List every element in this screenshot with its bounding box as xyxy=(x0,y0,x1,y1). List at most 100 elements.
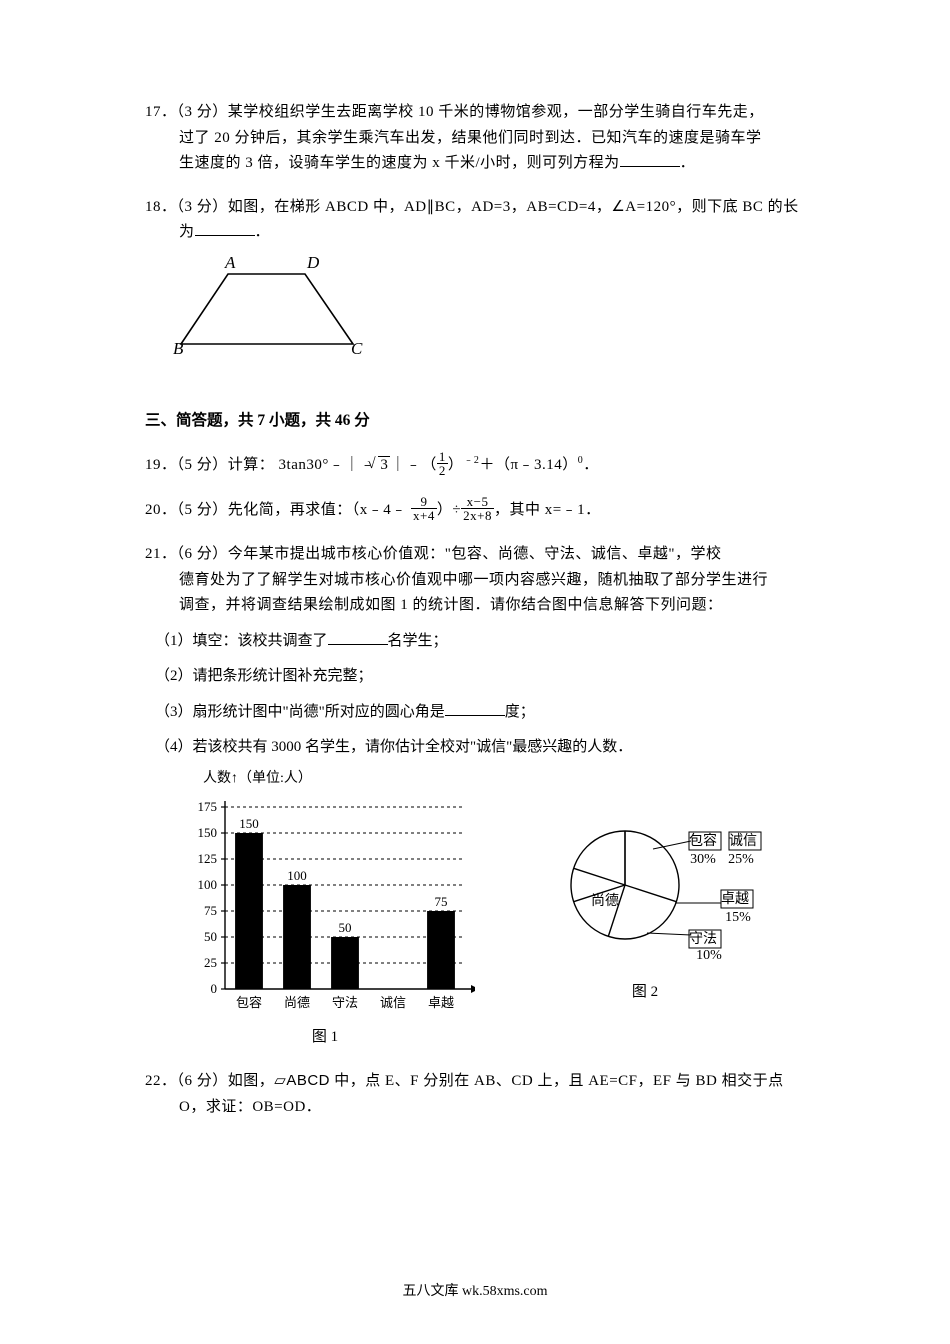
svg-text:75: 75 xyxy=(435,894,448,909)
label-B: B xyxy=(173,339,184,354)
blank-21-1 xyxy=(328,630,388,645)
bar-caption: 图 1 xyxy=(175,1025,475,1051)
q21-s1-pre: （1）填空：该校共调查了 xyxy=(155,633,328,649)
label-A: A xyxy=(224,254,236,272)
q21-s4: （4）若该校共有 3000 名学生，请你估计全校对"诚信"最感兴趣的人数． xyxy=(155,735,805,761)
q22-line2: O，求证：OB=OD． xyxy=(145,1095,805,1121)
svg-text:诚信: 诚信 xyxy=(380,995,406,1010)
blank-18 xyxy=(195,221,255,236)
svg-text:包容: 包容 xyxy=(236,995,262,1010)
section-3-title: 三、简答题，共 7 小题，共 46 分 xyxy=(145,408,805,434)
bar-chart-title: 人数↑（单位:人） xyxy=(175,767,475,791)
q18-line2: 为． xyxy=(145,220,805,246)
bar-chart-wrap: 人数↑（单位:人） 0255075100125150175150包容100尚德5… xyxy=(175,767,475,1050)
q21-line2: 德育处为了了解学生对城市核心价值观中哪一项内容感兴趣，随机抽取了部分学生进行 xyxy=(145,568,805,594)
q20-post: ，其中 x=﹣1． xyxy=(494,502,601,518)
q22-l1b: 中，点 E、F 分别在 AB、CD 上，且 AE=CF，EF 与 BD 相交于点 xyxy=(330,1073,784,1089)
question-18: 18．（3 分）如图，在梯形 ABCD 中，AD∥BC，AD=3，AB=CD=4… xyxy=(145,195,805,364)
svg-text:50: 50 xyxy=(339,920,352,935)
q20-pre: 先化简，再求值：（x﹣4﹣ xyxy=(228,502,407,518)
q21-line1: 21．（6 分）今年某市提出城市核心价值观："包容、尚德、守法、诚信、卓越"，学… xyxy=(145,542,805,568)
q22-num: 22． xyxy=(145,1073,177,1089)
frac-half: 12 xyxy=(437,450,448,477)
svg-text:150: 150 xyxy=(239,816,259,831)
svg-text:25: 25 xyxy=(204,955,217,970)
q18-t2a: 为 xyxy=(179,224,195,240)
q19-pre: 计算： xyxy=(228,457,275,473)
trapezoid-svg: A D B C xyxy=(173,254,373,354)
svg-text:包容: 包容 xyxy=(689,832,717,849)
svg-text:0: 0 xyxy=(211,981,218,996)
q18-t2b: ． xyxy=(255,224,271,240)
q17-t1: 某学校组织学生去距离学校 10 千米的博物馆参观，一部分学生骑自行车先走， xyxy=(228,104,764,120)
bar-chart-svg: 0255075100125150175150包容100尚德50守法诚信75卓越 xyxy=(175,791,475,1021)
parallelogram-symbol: ▱ABCD xyxy=(274,1072,330,1089)
svg-text:75: 75 xyxy=(204,903,217,918)
svg-text:尚德: 尚德 xyxy=(591,893,619,909)
sqrt-3: 3 xyxy=(375,453,390,479)
svg-text:15%: 15% xyxy=(725,910,751,925)
q21-s3-pre: （3）扇形统计图中"尚德"所对应的圆心角是 xyxy=(155,704,445,720)
svg-text:150: 150 xyxy=(198,825,218,840)
q21-s3: （3）扇形统计图中"尚德"所对应的圆心角是 度； xyxy=(155,700,805,726)
svg-text:100: 100 xyxy=(198,877,218,892)
trapezoid-shape xyxy=(181,274,353,344)
pie-chart-svg: 包容诚信 25% 30% 卓越 15% 守法10% 尚德 xyxy=(563,803,763,968)
q20-num: 20． xyxy=(145,502,177,518)
pie-chart: 包容诚信25%30%卓越15%守法10%尚德 xyxy=(563,803,728,968)
q17-t3b: ． xyxy=(680,155,696,171)
q22-l1a: 如图， xyxy=(228,1073,275,1089)
q19-a: 3tan30°﹣ xyxy=(279,457,345,473)
page-footer: 五八文库 wk.58xms.com xyxy=(0,1280,950,1304)
q17-num: 17． xyxy=(145,104,177,120)
q19-text: 19．（5 分）计算： 3tan30°﹣｜﹣3｜﹣（12）﹣2＋（π﹣3.14）… xyxy=(145,452,805,479)
q21-s2: （2）请把条形统计图补充完整； xyxy=(155,664,805,690)
q21-t1: 今年某市提出城市核心价值观："包容、尚德、守法、诚信、卓越"，学校 xyxy=(228,546,722,562)
q21-line3: 调查，并将调查结果绘制成如图 1 的统计图．请你结合图中信息解答下列问题： xyxy=(145,593,805,619)
svg-text:30%: 30% xyxy=(690,852,716,867)
q18-pts: （3 分） xyxy=(177,199,228,215)
svg-text:10%: 10% xyxy=(696,948,722,963)
q19-exp1: ﹣2 xyxy=(463,455,479,466)
q17-t3a: 生速度的 3 倍，设骑车学生的速度为 x 千米/小时，则可列方程为 xyxy=(179,155,620,171)
q22-pts: （6 分） xyxy=(177,1073,228,1089)
q19-plus: ＋（π﹣3.14） xyxy=(479,457,577,473)
q17-line3: 生速度的 3 倍，设骑车学生的速度为 x 千米/小时，则可列方程为 ． xyxy=(145,151,805,177)
q19-num: 19． xyxy=(145,457,177,473)
question-22: 22．（6 分）如图，▱ABCD 中，点 E、F 分别在 AB、CD 上，且 A… xyxy=(145,1068,805,1120)
pie-chart-wrap: 包容诚信25%30%卓越15%守法10%尚德 图 2 xyxy=(545,803,745,1006)
bar-chart: 0255075100125150175150包容100尚德50守法诚信75卓越 xyxy=(175,791,475,1021)
label-D: D xyxy=(306,254,320,272)
q18-t1: 如图，在梯形 ABCD 中，AD∥BC，AD=3，AB=CD=4，∠A=120°… xyxy=(228,199,799,215)
svg-text:25%: 25% xyxy=(728,852,754,867)
svg-text:尚德: 尚德 xyxy=(284,995,310,1010)
trapezoid-figure: A D B C xyxy=(173,254,805,364)
svg-text:100: 100 xyxy=(287,868,307,883)
q18-line1: 18．（3 分）如图，在梯形 ABCD 中，AD∥BC，AD=3，AB=CD=4… xyxy=(145,195,805,221)
svg-text:175: 175 xyxy=(198,799,218,814)
frac-2: x−52x+8 xyxy=(461,495,494,522)
q20-text: 20．（5 分）先化简，再求值：（x﹣4﹣ 9x+4）÷x−52x+8，其中 x… xyxy=(145,497,805,524)
q19-end: ． xyxy=(583,457,599,473)
q17-pts: （3 分） xyxy=(177,104,228,120)
q22-line1: 22．（6 分）如图，▱ABCD 中，点 E、F 分别在 AB、CD 上，且 A… xyxy=(145,1068,805,1095)
q21-pts: （6 分） xyxy=(177,546,228,562)
svg-text:守法: 守法 xyxy=(332,995,358,1010)
question-20: 20．（5 分）先化简，再求值：（x﹣4﹣ 9x+4）÷x−52x+8，其中 x… xyxy=(145,497,805,524)
svg-text:诚信: 诚信 xyxy=(729,833,757,849)
q21-s1-post: 名学生； xyxy=(388,633,448,649)
blank-21-3 xyxy=(445,701,505,716)
q18-num: 18． xyxy=(145,199,177,215)
svg-text:卓越: 卓越 xyxy=(721,891,749,907)
q17-line1: 17．（3 分）某学校组织学生去距离学校 10 千米的博物馆参观，一部分学生骑自… xyxy=(145,100,805,126)
svg-text:守法: 守法 xyxy=(689,931,717,947)
label-C: C xyxy=(351,339,363,354)
pie-caption: 图 2 xyxy=(545,980,745,1006)
q20-pts: （5 分） xyxy=(177,502,228,518)
q21-s3-post: 度； xyxy=(505,704,535,720)
frac-1: 9x+4 xyxy=(411,495,437,522)
question-17: 17．（3 分）某学校组织学生去距离学校 10 千米的博物馆参观，一部分学生骑自… xyxy=(145,100,805,177)
blank-17 xyxy=(620,152,680,167)
charts: 人数↑（单位:人） 0255075100125150175150包容100尚德5… xyxy=(175,767,805,1050)
q21-s1: （1）填空：该校共调查了 名学生； xyxy=(155,629,805,655)
